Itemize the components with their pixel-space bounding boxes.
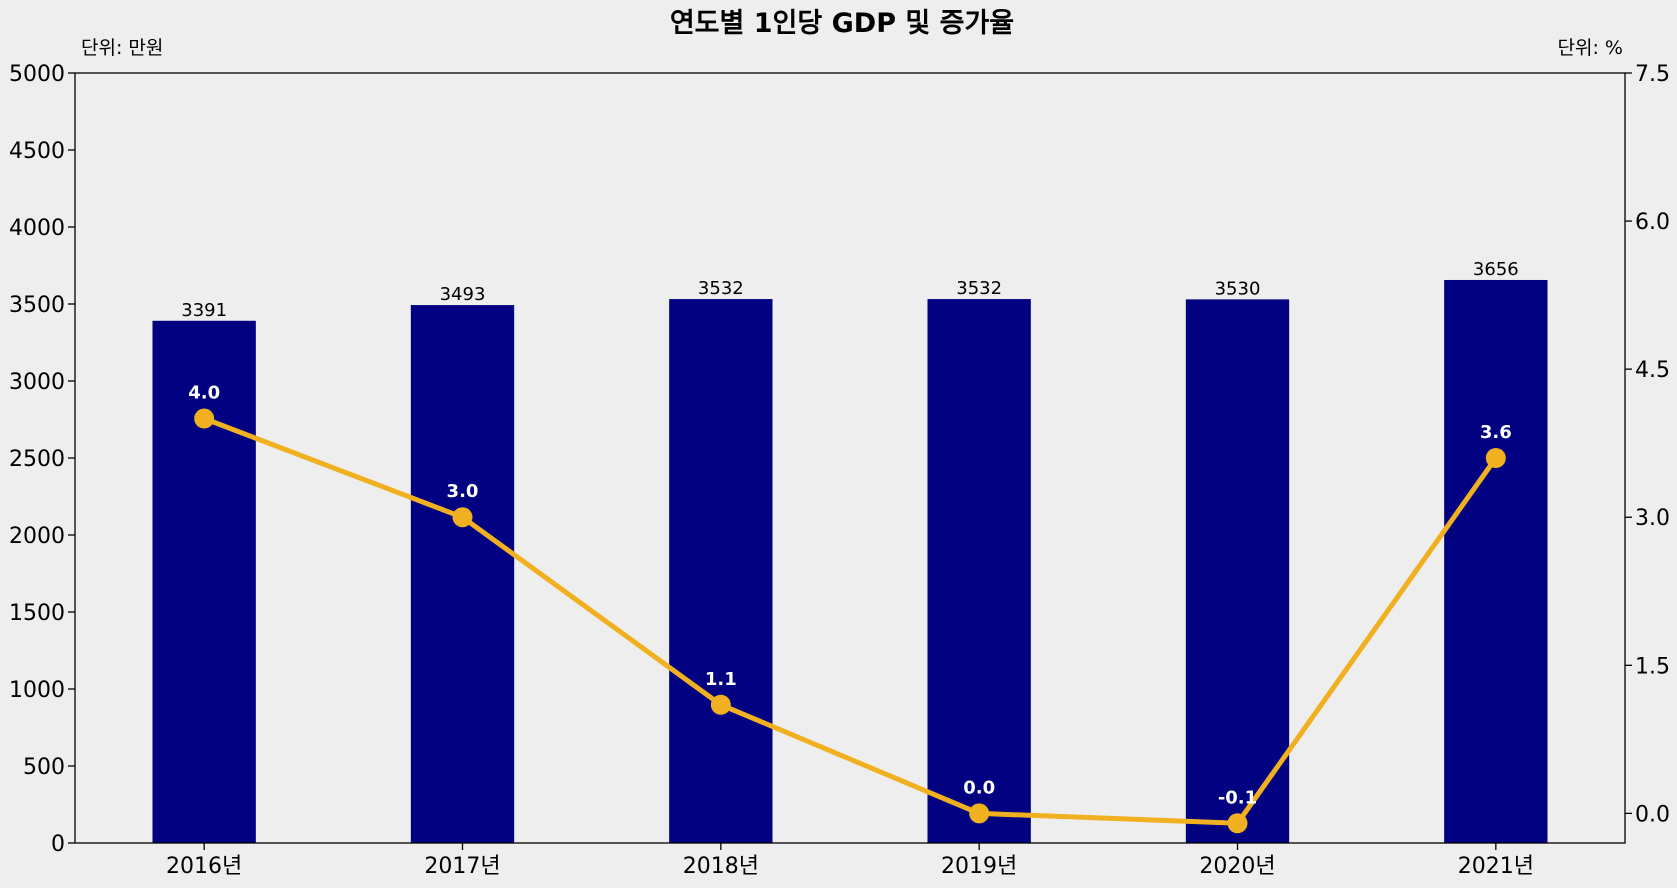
x-tick-label: 2019년: [941, 854, 1017, 879]
left-tick-label: 500: [23, 755, 65, 780]
right-tick-label: 4.5: [1635, 358, 1670, 383]
bar-value-label: 3532: [698, 278, 744, 299]
left-tick-label: 1000: [9, 678, 65, 703]
bar: [669, 299, 773, 843]
bar: [152, 320, 256, 843]
left-tick-label: 5000: [9, 62, 65, 87]
growth-value-label: 0.0: [963, 777, 995, 798]
growth-value-label: 4.0: [188, 383, 220, 404]
left-tick-label: 3000: [9, 370, 65, 395]
growth-value-label: -0.1: [1218, 787, 1257, 808]
right-tick-label: 3.0: [1635, 506, 1670, 531]
left-tick-label: 4000: [9, 216, 65, 241]
left-y-axis: 0 500 1000 1500 2000 2500 3000 3500 4000 4500 5000: [9, 62, 75, 857]
growth-line: [203, 416, 1498, 826]
right-tick-label: 7.5: [1635, 62, 1670, 87]
bar-value-label: 3656: [1473, 259, 1519, 280]
right-tick-label: 6.0: [1635, 210, 1670, 235]
x-tick-label: 2018년: [683, 854, 759, 879]
growth-value-label: 3.0: [447, 481, 479, 502]
line-series: 4.0 3.0 1.1 0.0 -0.1 3.6: [188, 383, 1512, 834]
growth-point: [969, 803, 990, 824]
chart-title: 연도별 1인당 GDP 및 증가율: [670, 8, 1014, 39]
bar-series: 3391 3493 3532 3532 3530 3656: [152, 259, 1548, 843]
growth-point: [710, 694, 731, 715]
right-tick-label: 0.0: [1635, 802, 1670, 827]
left-tick-label: 2500: [9, 447, 65, 472]
bar-value-label: 3493: [440, 284, 486, 305]
bar: [410, 305, 515, 843]
right-axis-unit: 단위: %: [1558, 37, 1623, 59]
right-y-axis: 0.0 1.5 3.0 4.5 6.0 7.5: [1625, 62, 1670, 827]
x-tick-label: 2017년: [424, 854, 500, 879]
left-tick-label: 0: [51, 832, 65, 857]
x-tick-label: 2020년: [1199, 854, 1275, 879]
bar: [1185, 299, 1290, 843]
growth-point: [1227, 813, 1248, 834]
bar: [927, 299, 1031, 843]
left-tick-label: 4500: [9, 139, 65, 164]
growth-value-label: 1.1: [705, 669, 737, 690]
bar-value-label: 3530: [1215, 278, 1261, 299]
growth-point: [452, 507, 473, 528]
growth-value-label: 3.6: [1480, 422, 1512, 443]
bar-value-label: 3391: [181, 300, 227, 321]
right-tick-label: 1.5: [1635, 654, 1670, 679]
x-axis: 2016년 2017년 2018년 2019년 2020년 2021년: [166, 843, 1534, 879]
x-tick-label: 2021년: [1458, 854, 1534, 879]
left-tick-label: 1500: [9, 601, 65, 626]
growth-point: [194, 408, 215, 429]
left-axis-unit: 단위: 만원: [81, 37, 163, 59]
left-tick-label: 3500: [9, 293, 65, 318]
bar: [1444, 279, 1548, 843]
growth-point: [1485, 448, 1506, 468]
x-tick-label: 2016년: [166, 854, 242, 879]
left-tick-label: 2000: [9, 524, 65, 549]
bar-value-label: 3532: [956, 278, 1002, 299]
